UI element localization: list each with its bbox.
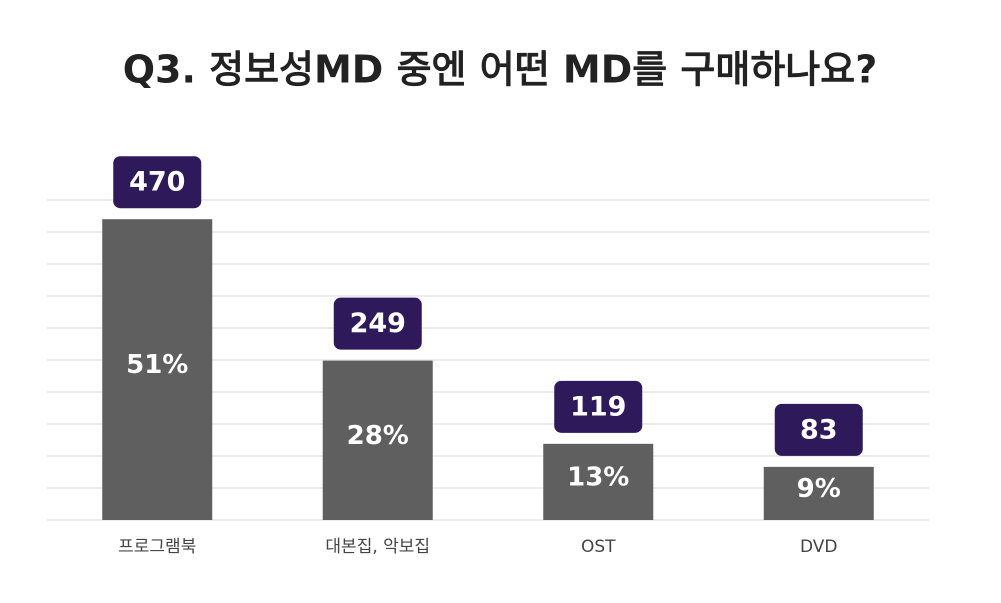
value-label-box — [333, 297, 422, 350]
share-label: 9% — [797, 474, 841, 504]
bar — [763, 466, 874, 520]
value-label-box — [113, 156, 202, 209]
x-tick-label: DVD — [800, 537, 838, 557]
share-label: 51% — [126, 350, 188, 380]
value-label: 249 — [350, 308, 406, 339]
bar — [322, 360, 433, 520]
value-label-box — [554, 380, 643, 433]
value-label-box — [774, 403, 863, 456]
bar — [102, 219, 213, 520]
x-tick-label: 대본집, 악보집 — [325, 537, 430, 557]
value-label: 470 — [129, 167, 185, 198]
x-tick-label: 프로그램북 — [118, 537, 196, 557]
share-label: 13% — [567, 462, 629, 492]
chart-title: Q3. 정보성MD 중엔 어떤 MD를 구매하나요? — [123, 48, 878, 92]
x-tick-label: OST — [581, 537, 616, 557]
value-label: 83 — [800, 414, 838, 445]
share-label: 28% — [347, 421, 409, 451]
bar — [543, 443, 654, 520]
value-label: 119 — [570, 391, 626, 422]
